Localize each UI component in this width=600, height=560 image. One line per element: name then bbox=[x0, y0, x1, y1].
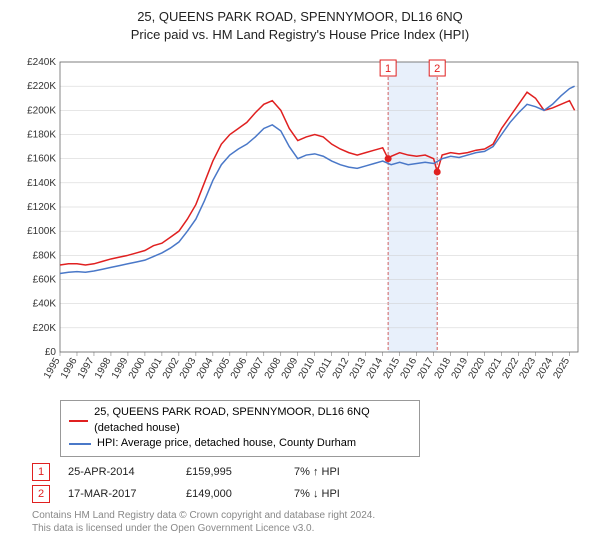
svg-text:£220K: £220K bbox=[27, 82, 56, 93]
transaction-row-1: 1 25-APR-2014 £159,995 7% ↑ HPI bbox=[32, 463, 588, 481]
transaction-pct-2: 7% ↓ HPI bbox=[294, 488, 384, 500]
svg-text:2005: 2005 bbox=[212, 356, 233, 381]
chart-area: £0 £20K £40K £60K £80K £100K £120K £140K £160K £1… bbox=[12, 52, 588, 392]
svg-text:2002: 2002 bbox=[161, 356, 182, 381]
svg-text:2017: 2017 bbox=[416, 356, 437, 381]
transaction-price-2: £149,000 bbox=[186, 488, 276, 500]
legend-row-1: 25, QUEENS PARK ROAD, SPENNYMOOR, DL16 6… bbox=[69, 405, 411, 436]
transactions-table: 1 25-APR-2014 £159,995 7% ↑ HPI 2 17-MAR… bbox=[32, 463, 588, 503]
svg-text:2007: 2007 bbox=[246, 356, 267, 381]
chart-container: 25, QUEENS PARK ROAD, SPENNYMOOR, DL16 6… bbox=[0, 0, 600, 539]
svg-text:1996: 1996 bbox=[59, 356, 80, 381]
svg-text:2004: 2004 bbox=[195, 356, 216, 381]
svg-text:2015: 2015 bbox=[382, 356, 403, 381]
svg-text:2023: 2023 bbox=[517, 356, 538, 381]
svg-text:1: 1 bbox=[385, 63, 391, 75]
svg-text:£240K: £240K bbox=[27, 57, 56, 68]
svg-text:1995: 1995 bbox=[42, 356, 63, 381]
svg-text:1997: 1997 bbox=[76, 356, 97, 381]
svg-text:£40K: £40K bbox=[33, 299, 57, 310]
transaction-price-1: £159,995 bbox=[186, 466, 276, 478]
svg-text:£140K: £140K bbox=[27, 178, 56, 189]
transaction-row-2: 2 17-MAR-2017 £149,000 7% ↓ HPI bbox=[32, 485, 588, 503]
legend-label-1: 25, QUEENS PARK ROAD, SPENNYMOOR, DL16 6… bbox=[94, 405, 411, 436]
svg-text:2019: 2019 bbox=[450, 356, 471, 381]
svg-text:1999: 1999 bbox=[110, 356, 131, 381]
svg-text:2000: 2000 bbox=[127, 356, 148, 381]
svg-text:£180K: £180K bbox=[27, 130, 56, 141]
legend-swatch-1 bbox=[69, 420, 88, 422]
footer-line-1: Contains HM Land Registry data © Crown c… bbox=[32, 509, 588, 522]
svg-text:£120K: £120K bbox=[27, 202, 56, 213]
svg-text:2025: 2025 bbox=[551, 356, 572, 381]
svg-text:2020: 2020 bbox=[467, 356, 488, 381]
svg-text:2006: 2006 bbox=[229, 356, 250, 381]
svg-text:2010: 2010 bbox=[297, 356, 318, 381]
svg-text:2: 2 bbox=[434, 63, 440, 75]
legend-swatch-2 bbox=[69, 443, 91, 445]
title-sub: Price paid vs. HM Land Registry's House … bbox=[12, 26, 588, 44]
svg-text:2003: 2003 bbox=[178, 356, 199, 381]
svg-text:£160K: £160K bbox=[27, 154, 56, 165]
svg-text:£20K: £20K bbox=[33, 323, 57, 334]
svg-text:2014: 2014 bbox=[365, 356, 386, 381]
svg-text:£80K: £80K bbox=[33, 251, 57, 262]
line-chart-svg: £0 £20K £40K £60K £80K £100K £120K £140K £160K £1… bbox=[12, 52, 588, 392]
transaction-badge-2: 2 bbox=[32, 485, 50, 503]
svg-text:£100K: £100K bbox=[27, 227, 56, 238]
svg-text:2001: 2001 bbox=[144, 356, 165, 381]
transaction-badge-1: 1 bbox=[32, 463, 50, 481]
footer: Contains HM Land Registry data © Crown c… bbox=[32, 509, 588, 535]
svg-text:£0: £0 bbox=[45, 347, 57, 358]
svg-text:£60K: £60K bbox=[33, 275, 57, 286]
svg-text:£200K: £200K bbox=[27, 106, 56, 117]
svg-text:2018: 2018 bbox=[433, 356, 454, 381]
svg-text:2021: 2021 bbox=[484, 356, 505, 381]
legend: 25, QUEENS PARK ROAD, SPENNYMOOR, DL16 6… bbox=[60, 400, 420, 456]
svg-text:1998: 1998 bbox=[93, 356, 114, 381]
transaction-pct-1: 7% ↑ HPI bbox=[294, 466, 384, 478]
chart-titles: 25, QUEENS PARK ROAD, SPENNYMOOR, DL16 6… bbox=[12, 8, 588, 44]
svg-text:2009: 2009 bbox=[280, 356, 301, 381]
svg-text:2022: 2022 bbox=[501, 356, 522, 381]
legend-row-2: HPI: Average price, detached house, Coun… bbox=[69, 436, 411, 451]
footer-line-2: This data is licensed under the Open Gov… bbox=[32, 522, 588, 535]
svg-text:2008: 2008 bbox=[263, 356, 284, 381]
transaction-date-2: 17-MAR-2017 bbox=[68, 488, 168, 500]
svg-text:2012: 2012 bbox=[331, 356, 352, 381]
legend-label-2: HPI: Average price, detached house, Coun… bbox=[97, 436, 356, 451]
svg-text:2024: 2024 bbox=[534, 356, 555, 381]
transaction-date-1: 25-APR-2014 bbox=[68, 466, 168, 478]
svg-text:2013: 2013 bbox=[348, 356, 369, 381]
title-main: 25, QUEENS PARK ROAD, SPENNYMOOR, DL16 6… bbox=[12, 8, 588, 26]
svg-text:2016: 2016 bbox=[399, 356, 420, 381]
